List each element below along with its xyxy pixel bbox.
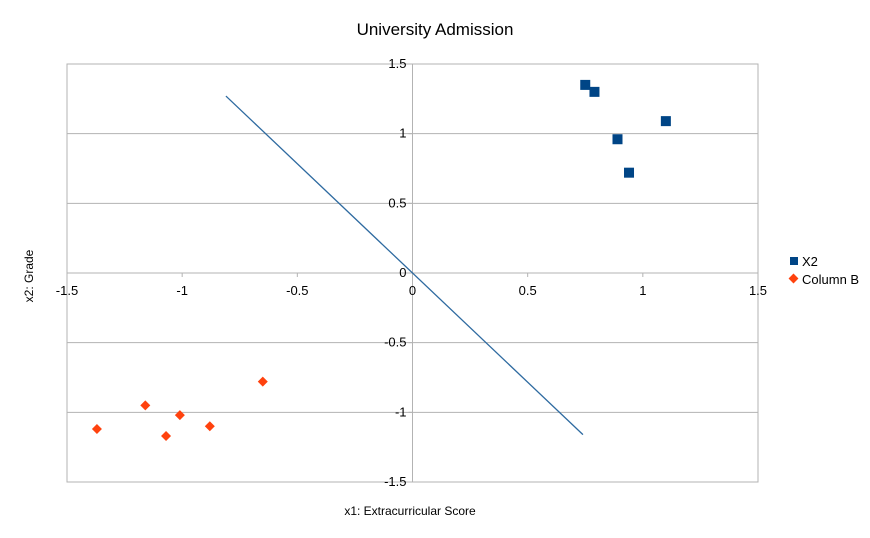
square-data-point: [589, 86, 600, 97]
square-data-point: [660, 116, 671, 127]
y-tick-label: 0: [399, 265, 406, 280]
y-tick-label: -1.5: [384, 474, 406, 489]
legend-label: Column B: [802, 271, 860, 287]
x-tick-label: 1.5: [749, 283, 767, 298]
y-tick-label: -0.5: [384, 335, 406, 350]
x-tick-label: -1: [176, 283, 188, 298]
diamond-marker-icon: [788, 273, 800, 285]
diamond-data-point: [174, 410, 185, 421]
x-tick-label: -1.5: [56, 283, 78, 298]
x-axis-label: x1: Extracurricular Score: [344, 504, 476, 518]
diamond-data-point: [91, 424, 102, 435]
x-tick-label: 0: [409, 283, 416, 298]
legend-item-x2: X2: [788, 252, 859, 270]
x-tick-label: 0.5: [519, 283, 537, 298]
diamond-data-point: [161, 431, 172, 442]
x-tick-label: 1: [639, 283, 646, 298]
diamond-data-point: [257, 376, 268, 387]
square-data-point: [612, 134, 623, 145]
x-tick-label: -0.5: [286, 283, 308, 298]
square-data-point: [580, 79, 591, 90]
diamond-data-point: [140, 400, 151, 411]
diamond-data-point: [204, 421, 215, 432]
decision-boundary-line: [225, 95, 584, 436]
y-tick-label: -1: [395, 404, 407, 419]
chart-title: University Admission: [356, 20, 514, 39]
y-tick-label: 0.5: [388, 195, 406, 210]
legend: X2 Column B: [788, 252, 859, 288]
y-tick-label: 1.5: [388, 56, 406, 71]
square-data-point: [624, 167, 635, 178]
square-marker-icon: [788, 255, 800, 267]
legend-label: X2: [802, 253, 818, 269]
legend-item-column-b: Column B: [788, 270, 859, 288]
y-axis-label: x2: Grade: [22, 249, 36, 303]
y-tick-label: 1: [399, 126, 406, 141]
